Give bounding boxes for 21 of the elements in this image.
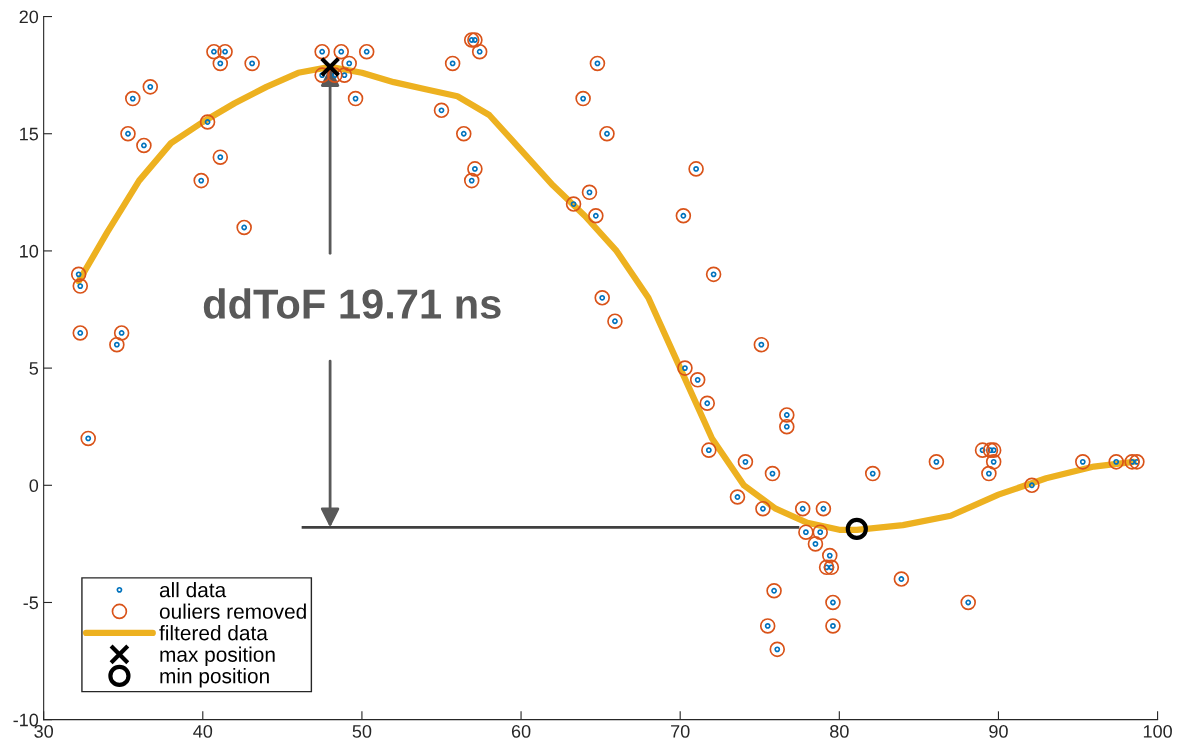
x-tick-label: 30 — [34, 725, 53, 738]
y-tick-label: 5 — [29, 362, 39, 375]
legend-label: all data — [159, 582, 227, 598]
y-tick-label: 15 — [20, 127, 39, 141]
x-tick-label: 90 — [989, 725, 1008, 738]
annotation: ddToF 19.71 ns — [203, 288, 501, 319]
x-tick-label: 40 — [193, 725, 213, 738]
y-tick-label: -10 — [13, 713, 39, 727]
legend-label: filtered data — [159, 625, 268, 641]
y-tick-label: 0 — [29, 479, 39, 493]
x-tick-label: 100 — [1143, 725, 1172, 738]
legend-label: max position — [160, 646, 275, 666]
x-tick-label: 80 — [830, 725, 849, 738]
y-tick-label: 10 — [20, 244, 39, 258]
x-tick-label: 50 — [352, 725, 372, 738]
legend-label: ouliers removed — [159, 603, 306, 619]
x-tick-label: 60 — [511, 725, 531, 738]
y-tick-label: 20 — [19, 10, 39, 24]
x-tick-label: 70 — [671, 725, 690, 738]
y-tick-label: -5 — [23, 596, 39, 610]
legend-label: min position — [160, 668, 269, 688]
